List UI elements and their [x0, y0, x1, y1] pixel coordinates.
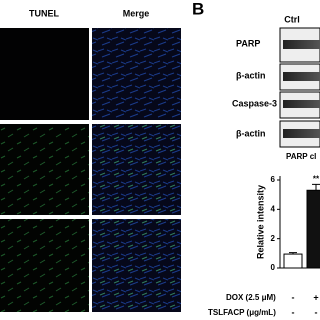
column-header: TUNEL [29, 8, 59, 18]
micrograph [0, 28, 89, 120]
condition-label: TSLFACP (μg/mL) [208, 308, 276, 317]
blot-label: β-actin [236, 70, 266, 80]
significance: ** [313, 175, 320, 184]
panel-label: B [192, 0, 204, 18]
micrograph [0, 219, 89, 312]
bar [306, 189, 320, 269]
y-tick-label: 0 [271, 263, 276, 272]
blot-band [283, 129, 320, 138]
condition-value: + [313, 292, 318, 302]
blot-band [283, 40, 320, 49]
error-bar [289, 252, 297, 255]
error-bar [312, 183, 320, 191]
micrograph [92, 219, 181, 312]
column-header: Merge [123, 8, 150, 18]
blot-label: PARP [236, 38, 260, 48]
condition-value: - [292, 307, 295, 317]
micrograph [0, 124, 89, 215]
y-tick-label: 2 [271, 234, 276, 243]
blot-label: Caspase-3 [232, 98, 277, 108]
y-tick-label: 6 [271, 175, 276, 184]
chart-caption: PARP cl [286, 152, 316, 161]
condition-value: - [292, 292, 295, 302]
y-axis-label: Relative intensity [255, 185, 265, 259]
blot-column-label: Ctrl [284, 14, 300, 24]
condition-value: - [315, 307, 318, 317]
micrograph [92, 124, 181, 215]
blot-label: β-actin [236, 128, 266, 138]
bar [283, 253, 303, 269]
y-tick-label: 4 [271, 204, 276, 213]
blot-band [283, 72, 320, 81]
blot-band [283, 100, 320, 108]
micrograph [92, 28, 181, 120]
condition-label: DOX (2.5 μM) [226, 293, 276, 302]
